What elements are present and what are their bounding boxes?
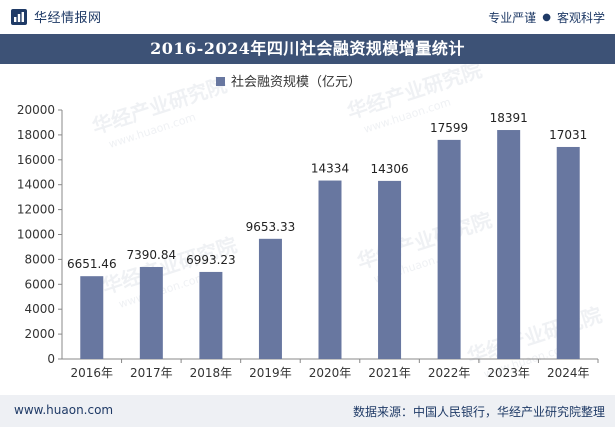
- top-bar: 华经情报网 专业严谨 ● 客观科学: [0, 0, 615, 34]
- y-tick-label: 12000: [17, 203, 55, 217]
- data-label: 7390.84: [127, 248, 177, 262]
- y-tick-label: 0: [47, 352, 55, 366]
- footer-source: 数据来源：中国人民银行，华经产业研究院整理: [352, 405, 605, 419]
- y-tick-label: 2000: [24, 327, 55, 341]
- y-tick-label: 20000: [17, 103, 55, 117]
- data-label: 18391: [490, 111, 528, 125]
- tagline: 专业严谨 ● 客观科学: [488, 9, 605, 26]
- brand[interactable]: 华经情报网: [10, 7, 102, 26]
- x-tick-label: 2022年: [428, 366, 471, 380]
- bar: [258, 238, 282, 359]
- tagline-1: 专业严谨: [488, 11, 537, 25]
- x-tick-label: 2023年: [487, 366, 530, 380]
- y-tick-label: 14000: [17, 178, 55, 192]
- chart-area: 华经产业研究院 www.huaon.com 华经产业研究院 www.huaon.com…: [0, 64, 615, 394]
- legend-swatch: [216, 77, 225, 86]
- bar: [556, 146, 580, 359]
- x-tick-label: 2021年: [368, 366, 411, 380]
- data-label: 6651.46: [67, 257, 117, 271]
- data-label: 14306: [370, 162, 408, 176]
- footer-website[interactable]: www.huaon.com: [14, 403, 114, 417]
- y-tick-label: 8000: [24, 252, 55, 266]
- data-label: 6993.23: [186, 253, 236, 267]
- bar: [437, 139, 461, 359]
- bar: [139, 266, 163, 359]
- x-tick-label: 2024年: [547, 366, 590, 380]
- data-labels: 6651.46 7390.84 6993.23 9653.33 14334 14306 17…: [67, 111, 587, 271]
- y-tick-label: 16000: [17, 153, 55, 167]
- x-tick-label: 2019年: [249, 366, 292, 380]
- chart-title: 2016-2024年四川社会融资规模增量统计: [0, 34, 615, 64]
- bar: [80, 276, 104, 359]
- data-label: 14334: [311, 162, 349, 176]
- axes: 0 2000 4000 6000 8000 10000 12000 14000 16000 180…: [17, 103, 599, 380]
- data-label: 9653.33: [246, 220, 296, 234]
- bar: [497, 130, 521, 359]
- x-tick-label: 2020年: [309, 366, 352, 380]
- data-label: 17031: [549, 128, 587, 142]
- y-tick-label: 4000: [24, 302, 55, 316]
- y-tick-label: 18000: [17, 128, 55, 142]
- x-tick-label: 2016年: [71, 366, 114, 380]
- x-tick-label: 2017年: [130, 366, 173, 380]
- bar-chart: 华经产业研究院www.huaon.com华经产业研究院www.huaon.com…: [17, 64, 605, 381]
- legend-label: 社会融资规模（亿元）: [231, 74, 361, 90]
- y-tick-label: 10000: [17, 228, 55, 242]
- y-tick-label: 6000: [24, 277, 55, 291]
- bar: [318, 180, 342, 359]
- bar: [378, 180, 402, 359]
- data-label: 17599: [430, 121, 468, 135]
- bars: [80, 130, 580, 359]
- footer: www.huaon.com 数据来源：中国人民银行，华经产业研究院整理: [0, 395, 615, 427]
- bar: [199, 271, 223, 359]
- brand-logo-icon: [11, 8, 27, 25]
- separator-dot-icon: ●: [542, 12, 551, 23]
- x-tick-label: 2018年: [190, 366, 233, 380]
- chart-legend: 社会融资规模（亿元）: [216, 74, 361, 90]
- brand-name: 华经情报网: [34, 11, 102, 26]
- tagline-2: 客观科学: [556, 11, 605, 25]
